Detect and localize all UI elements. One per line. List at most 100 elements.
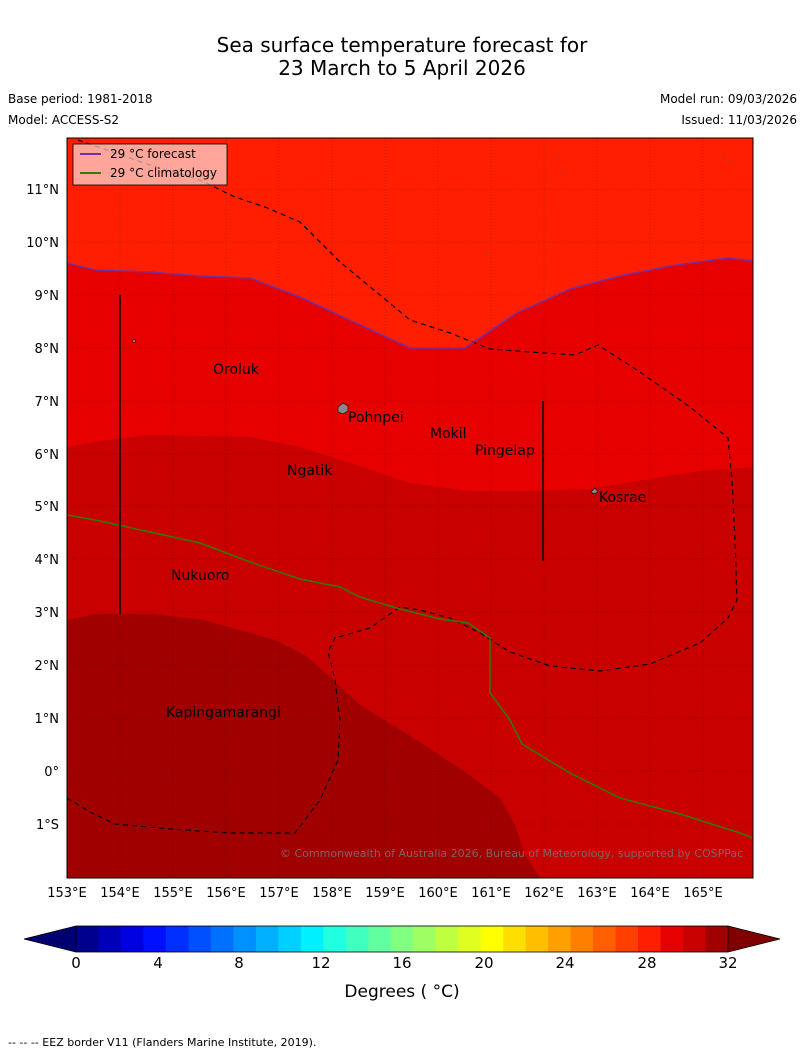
title-line-2: 23 March to 5 April 2026 bbox=[278, 56, 526, 80]
colorbar-under-arrow bbox=[23, 925, 77, 953]
lon-tick-label: 153°E bbox=[47, 886, 87, 901]
islet-marker bbox=[723, 153, 725, 155]
band-31-32 bbox=[67, 614, 540, 878]
colorbar-cell bbox=[413, 926, 437, 952]
islet-marker bbox=[729, 159, 731, 161]
islet-marker bbox=[132, 339, 136, 343]
pohnpei-island bbox=[337, 402, 349, 415]
lat-tick-label: 5°N bbox=[35, 500, 60, 515]
colorbar-tick-labels: 0 4 8 12 16 20 24 28 32 bbox=[71, 954, 737, 972]
place-oroluk: Oroluk bbox=[213, 362, 260, 378]
lat-tick-label: 7°N bbox=[35, 395, 60, 410]
map-area: Oroluk Pohnpei Mokil Pingelap Ngatik Kos… bbox=[67, 138, 753, 878]
colorbar-cell bbox=[638, 926, 662, 952]
colorbar-cell bbox=[300, 926, 324, 952]
lon-tick-label: 161°E bbox=[471, 886, 511, 901]
lon-tick-label: 157°E bbox=[259, 886, 299, 901]
colorbar-cell bbox=[615, 926, 639, 952]
colorbar-label: Degrees ( °C) bbox=[344, 982, 459, 1002]
colorbar-cells bbox=[76, 926, 729, 952]
place-ngatik: Ngatik bbox=[287, 463, 333, 479]
colorbar-cell bbox=[660, 926, 684, 952]
colorbar-cell bbox=[278, 926, 302, 952]
lat-tick-label: 8°N bbox=[35, 342, 60, 357]
model-name: Model: ACCESS-S2 bbox=[8, 113, 120, 127]
lat-tick-label: 11°N bbox=[26, 183, 59, 198]
lat-tick-label: 3°N bbox=[35, 606, 60, 621]
colorbar-cell bbox=[233, 926, 257, 952]
lat-axis-labels: 11°N 10°N 9°N 8°N 7°N 6°N 5°N 4°N 3°N 2°… bbox=[26, 183, 59, 833]
colorbar-cell bbox=[503, 926, 527, 952]
colorbar-cell bbox=[390, 926, 414, 952]
lat-tick-label: 10°N bbox=[26, 236, 59, 251]
colorbar-cell bbox=[435, 926, 459, 952]
lon-tick-label: 156°E bbox=[206, 886, 246, 901]
lat-tick-label: 1°S bbox=[36, 818, 59, 833]
colorbar-cell bbox=[188, 926, 212, 952]
place-nukuoro: Nukuoro bbox=[171, 568, 229, 584]
issued-date: Issued: 11/03/2026 bbox=[681, 113, 797, 127]
colorbar-over-arrow bbox=[727, 925, 781, 953]
colorbar-cell bbox=[368, 926, 392, 952]
climatology-29-line bbox=[67, 514, 753, 839]
lat-tick-label: 9°N bbox=[35, 289, 60, 304]
place-mokil: Mokil bbox=[430, 426, 467, 442]
colorbar-cell bbox=[458, 926, 482, 952]
base-period: Base period: 1981-2018 bbox=[8, 92, 153, 106]
model-run: Model run: 09/03/2026 bbox=[659, 92, 797, 106]
colorbar-tick-label: 16 bbox=[392, 954, 411, 972]
lat-tick-label: 2°N bbox=[35, 659, 60, 674]
copyright-text: © Commonwealth of Australia 2026, Bureau… bbox=[280, 847, 743, 860]
colorbar-tick-label: 24 bbox=[555, 954, 574, 972]
lon-tick-label: 155°E bbox=[153, 886, 193, 901]
eez-border-north bbox=[67, 139, 738, 834]
place-kosrae: Kosrae bbox=[599, 490, 646, 506]
lat-tick-label: 4°N bbox=[35, 553, 60, 568]
islet-marker bbox=[561, 170, 563, 172]
colorbar-cell bbox=[76, 926, 100, 952]
colorbar: 0 4 8 12 16 20 24 28 32 Degrees ( °C) bbox=[23, 925, 781, 1002]
colorbar-cell bbox=[525, 926, 549, 952]
lon-tick-label: 159°E bbox=[365, 886, 405, 901]
colorbar-cell bbox=[683, 926, 707, 952]
colorbar-cell bbox=[323, 926, 347, 952]
legend-forecast-label: 29 °C forecast bbox=[110, 147, 196, 161]
colorbar-tick-label: 12 bbox=[311, 954, 330, 972]
eez-footnote: -- -- -- EEZ border V11 (Flanders Marine… bbox=[8, 1036, 317, 1049]
colorbar-cell bbox=[570, 926, 594, 952]
lon-tick-label: 165°E bbox=[683, 886, 723, 901]
lon-axis-labels: 153°E 154°E 155°E 156°E 157°E 158°E 159°… bbox=[47, 886, 723, 901]
title-line-1: Sea surface temperature forecast for bbox=[216, 33, 588, 57]
colorbar-cell bbox=[210, 926, 234, 952]
lat-tick-label: 1°N bbox=[35, 712, 60, 727]
colorbar-cell bbox=[98, 926, 122, 952]
islet-marker bbox=[487, 254, 489, 256]
lon-tick-label: 164°E bbox=[630, 886, 670, 901]
colorbar-tick-label: 4 bbox=[153, 954, 163, 972]
lon-tick-label: 158°E bbox=[312, 886, 352, 901]
colorbar-tick-label: 8 bbox=[234, 954, 244, 972]
colorbar-cell bbox=[165, 926, 190, 952]
colorbar-cell bbox=[593, 926, 617, 952]
colorbar-cell bbox=[255, 926, 279, 952]
kosrae-island bbox=[590, 487, 599, 495]
colorbar-cell bbox=[120, 926, 145, 952]
colorbar-tick-label: 0 bbox=[71, 954, 81, 972]
colorbar-tick-label: 32 bbox=[718, 954, 737, 972]
map-frame bbox=[66, 137, 754, 879]
place-pohnpei: Pohnpei bbox=[348, 410, 404, 426]
lon-tick-label: 163°E bbox=[577, 886, 617, 901]
lon-tick-label: 162°E bbox=[524, 886, 564, 901]
lon-tick-label: 160°E bbox=[418, 886, 458, 901]
lat-tick-label: 6°N bbox=[35, 448, 60, 463]
forecast-29-line bbox=[67, 257, 753, 349]
colorbar-tick-label: 20 bbox=[474, 954, 493, 972]
colorbar-tick-label: 28 bbox=[637, 954, 656, 972]
lat-tick-label: 0° bbox=[44, 765, 59, 780]
place-kapingamarangi: Kapingamarangi bbox=[166, 705, 281, 721]
colorbar-cell bbox=[345, 926, 369, 952]
colorbar-cell bbox=[705, 926, 729, 952]
lon-tick-label: 154°E bbox=[100, 886, 140, 901]
map-legend: 29 °C forecast 29 °C climatology bbox=[72, 143, 228, 186]
